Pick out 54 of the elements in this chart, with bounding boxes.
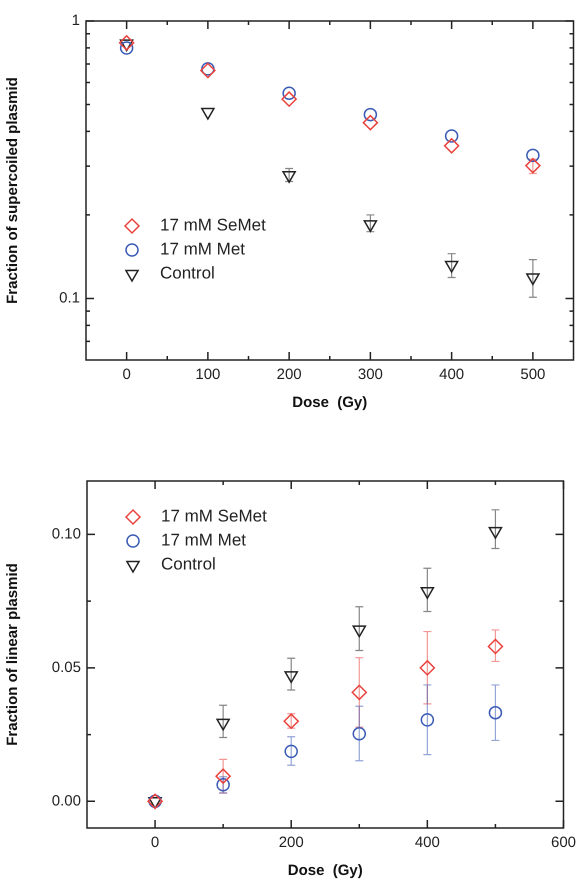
x-tick-label: 600 <box>550 834 576 852</box>
x-tick-label: 0 <box>122 366 131 384</box>
legend-label: 17 mM SeMet <box>160 216 266 235</box>
x-tick-label: 0 <box>150 834 160 852</box>
point <box>284 744 298 758</box>
x-axis-title: Dose (Gy) <box>292 394 368 412</box>
point <box>526 273 540 286</box>
point <box>118 35 134 51</box>
y-tick-label: 0.10 <box>52 526 81 543</box>
legend-label: 17 mM Met <box>161 530 246 550</box>
x-tick-label: 400 <box>439 366 464 384</box>
point <box>120 41 134 55</box>
point <box>352 727 366 741</box>
point <box>215 768 231 784</box>
legend-label: 17 mM Met <box>160 240 246 259</box>
y-tick-label: 0.00 <box>52 792 81 810</box>
y-axis-title: Fraction of linear plasmid <box>4 563 22 746</box>
point <box>201 108 215 120</box>
point <box>284 671 298 684</box>
point <box>420 713 434 727</box>
y-tick-label: 0.1 <box>59 290 80 307</box>
y-tick-label: 0.05 <box>52 658 81 676</box>
point <box>364 108 378 122</box>
point <box>526 148 540 162</box>
point <box>488 526 502 539</box>
point <box>216 778 230 792</box>
point <box>281 91 297 107</box>
x-tick-label: 200 <box>276 366 302 384</box>
x-axis-title: Dose (Gy) <box>288 862 363 880</box>
point <box>444 260 458 273</box>
point <box>420 586 434 599</box>
point <box>444 129 458 143</box>
point <box>488 706 502 720</box>
point <box>364 220 378 232</box>
y-axis-title: Fraction of supercoiled plasmid <box>4 77 22 304</box>
legend-label: Control <box>160 264 215 283</box>
point <box>282 171 296 183</box>
point <box>362 114 378 130</box>
point <box>283 713 299 729</box>
point <box>352 625 366 638</box>
point <box>444 138 460 154</box>
x-tick-label: 200 <box>278 834 304 852</box>
point <box>282 86 296 100</box>
legend-label: Control <box>161 554 216 574</box>
point <box>352 684 368 700</box>
point <box>420 660 436 676</box>
legend-label: 17 mM SeMet <box>161 506 268 526</box>
x-tick-label: 500 <box>520 366 546 384</box>
x-tick-label: 100 <box>195 366 220 384</box>
x-tick-label: 400 <box>414 834 440 852</box>
y-tick-label: 1 <box>72 12 80 30</box>
point <box>525 158 541 174</box>
point <box>488 638 504 654</box>
x-tick-label: 300 <box>358 366 383 384</box>
